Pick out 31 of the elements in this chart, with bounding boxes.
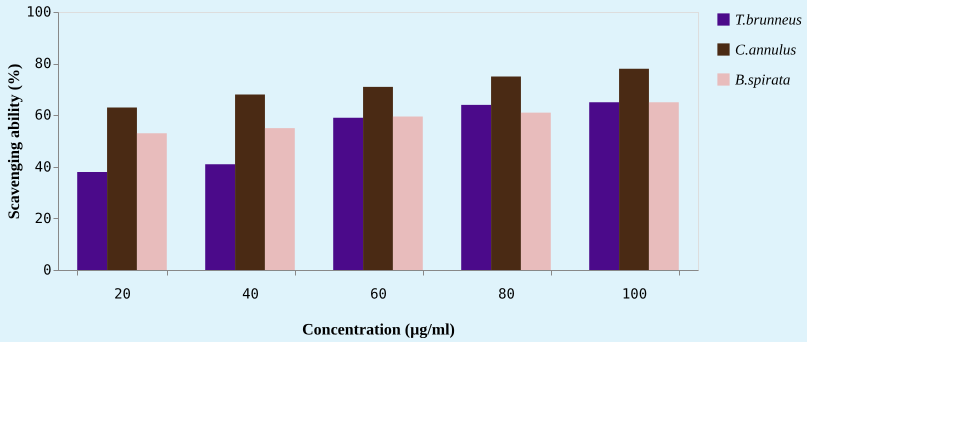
y-tick-label: 80	[34, 56, 52, 72]
bar	[520, 112, 551, 270]
bar	[363, 86, 393, 270]
legend-label: B.spirata	[735, 72, 790, 88]
x-tick-label: 60	[370, 286, 387, 302]
y-tick-label: 20	[34, 210, 52, 227]
x-tick-label: 40	[242, 286, 259, 302]
y-tick-label: 40	[34, 159, 52, 176]
x-axis-title: Concentration (µg/ml)	[302, 322, 455, 338]
bar	[205, 164, 236, 270]
bar	[461, 104, 492, 270]
bar	[648, 102, 679, 270]
x-tick-label: 20	[114, 286, 131, 302]
bar	[491, 76, 521, 270]
bar	[77, 172, 108, 270]
bar	[264, 128, 295, 270]
y-axis-title: Scavenging ability (%)	[6, 64, 24, 220]
legend-label: C.annulus	[735, 42, 796, 58]
bar	[136, 133, 167, 270]
y-tick-label: 60	[34, 108, 52, 124]
y-tick-label: 100	[26, 4, 52, 20]
bar	[392, 116, 423, 270]
bar	[235, 94, 265, 270]
bar	[619, 68, 649, 270]
bar	[589, 102, 620, 270]
x-tick-label: 80	[498, 286, 515, 302]
bar	[333, 118, 364, 270]
bar	[107, 107, 137, 270]
legend-label: T.brunneus	[735, 12, 802, 28]
x-tick-label: 100	[622, 286, 648, 302]
y-tick-label: 0	[43, 262, 52, 278]
